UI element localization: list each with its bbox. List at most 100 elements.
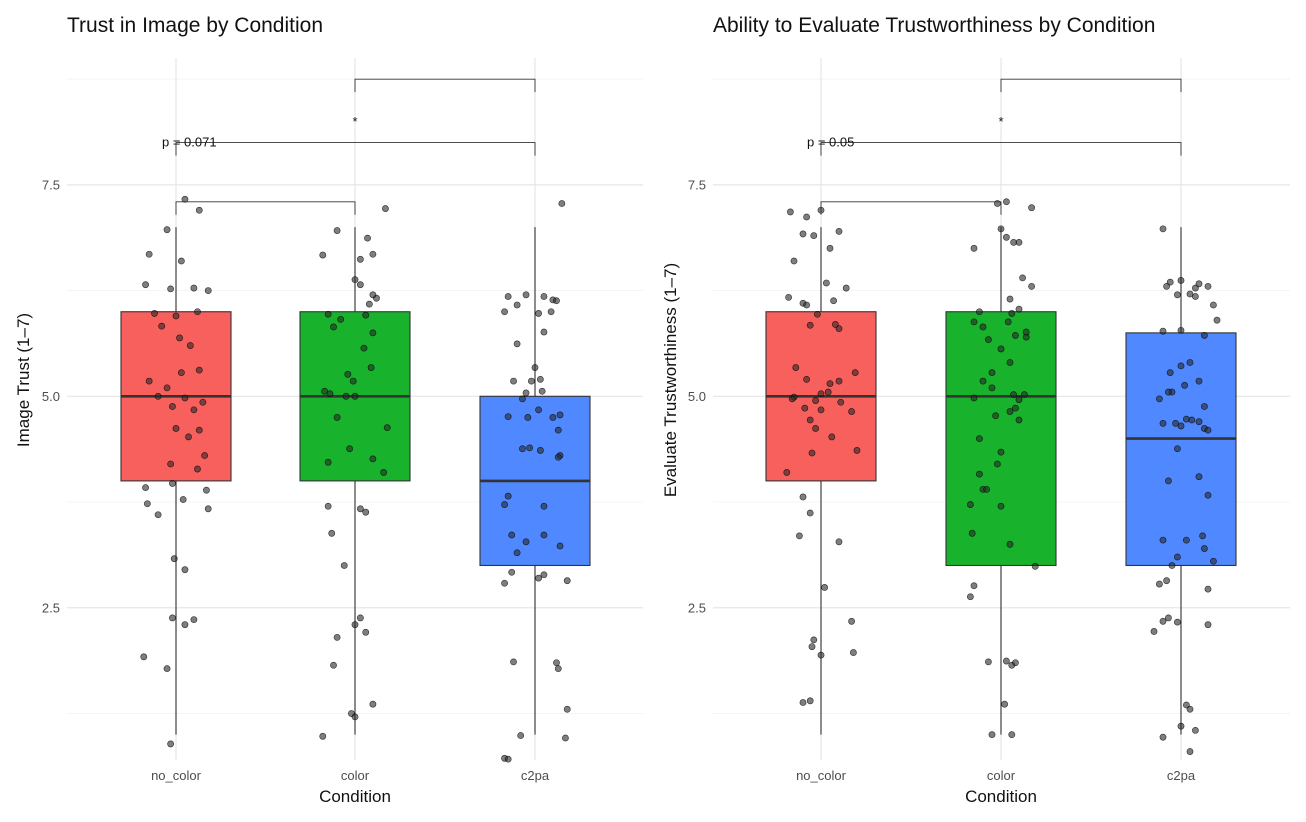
data-point	[199, 398, 207, 406]
y-tick-label: 7.5	[42, 177, 60, 192]
data-point	[801, 404, 809, 412]
data-point	[1031, 562, 1039, 570]
x-tick-label: no_color	[796, 768, 847, 783]
data-point	[526, 444, 534, 452]
data-point	[1015, 416, 1023, 424]
data-point	[806, 697, 814, 705]
significance-bracket	[820, 142, 1182, 156]
significance-bracket	[820, 201, 1002, 215]
data-point	[142, 484, 149, 492]
data-point	[508, 568, 516, 576]
data-point	[562, 734, 569, 742]
data-point	[549, 414, 557, 421]
x-axis-title: Condition	[319, 787, 391, 806]
data-point	[1204, 282, 1212, 290]
data-point	[563, 705, 571, 713]
data-point	[1192, 293, 1199, 300]
data-point	[1204, 426, 1212, 434]
data-point	[979, 323, 987, 331]
data-point	[1006, 540, 1014, 548]
data-point	[993, 200, 1001, 207]
data-point	[558, 200, 566, 207]
chart-title: Trust in Image by Condition	[67, 14, 323, 37]
data-point	[1155, 395, 1163, 403]
data-point	[538, 387, 546, 395]
data-point	[356, 255, 364, 263]
significance-bracket	[175, 142, 536, 156]
data-point	[181, 394, 189, 402]
data-point	[803, 375, 810, 383]
data-point	[1008, 310, 1016, 317]
data-point	[984, 658, 992, 666]
data-point	[783, 469, 791, 476]
data-point	[501, 308, 508, 316]
data-point	[828, 433, 836, 441]
data-point	[1015, 396, 1023, 404]
data-point	[812, 397, 819, 404]
y-tick-label: 5.0	[42, 389, 60, 404]
data-point	[1006, 295, 1014, 303]
data-point	[342, 392, 350, 400]
data-point	[1008, 731, 1016, 739]
data-point	[524, 414, 532, 421]
data-point	[177, 257, 185, 265]
data-point	[851, 369, 859, 377]
data-point	[1168, 562, 1176, 569]
data-point	[1159, 536, 1167, 544]
data-point	[1159, 225, 1167, 233]
data-point	[504, 413, 512, 421]
data-point	[835, 325, 843, 333]
data-point	[351, 621, 359, 629]
data-point	[812, 425, 819, 432]
data-point	[324, 458, 332, 466]
data-point	[817, 651, 825, 659]
y-tick-label: 2.5	[688, 600, 706, 615]
data-point	[810, 636, 818, 644]
data-point	[519, 445, 526, 453]
significance-bracket	[1000, 78, 1182, 93]
chart-evaluate-trustworthiness: Ability to Evaluate Trustworthiness by C…	[661, 14, 1290, 806]
data-point	[979, 377, 987, 385]
data-point	[1010, 391, 1017, 399]
data-point	[170, 555, 178, 563]
data-point	[333, 227, 341, 234]
data-point	[365, 300, 373, 308]
data-point	[145, 377, 153, 385]
data-point	[330, 661, 337, 669]
data-point	[344, 370, 352, 378]
data-point	[360, 344, 368, 352]
data-point	[535, 310, 542, 317]
data-point	[786, 208, 794, 216]
data-point	[535, 574, 542, 582]
data-point	[181, 566, 189, 574]
data-point	[513, 340, 521, 348]
data-point	[1020, 391, 1028, 399]
data-point	[1159, 617, 1167, 625]
data-point	[1165, 477, 1172, 485]
chart-title: Ability to Evaluate Trustworthiness by C…	[713, 14, 1155, 37]
y-tick-label: 2.5	[42, 600, 60, 615]
x-axis-title: Condition	[965, 787, 1037, 806]
data-point	[1177, 422, 1185, 430]
data-point	[504, 492, 512, 500]
data-point	[1174, 445, 1181, 453]
data-point	[810, 232, 818, 240]
data-point	[346, 445, 354, 453]
data-point	[997, 448, 1005, 456]
data-point	[1186, 748, 1194, 755]
data-point	[817, 406, 825, 414]
data-point	[1186, 705, 1194, 713]
data-point	[970, 394, 978, 402]
significance-bracket	[175, 201, 356, 215]
data-point	[333, 633, 341, 641]
data-point	[337, 315, 345, 323]
data-point	[1172, 419, 1179, 427]
data-point	[364, 234, 371, 242]
x-tick-label: color	[341, 768, 370, 783]
data-point	[563, 577, 571, 585]
data-point	[984, 336, 992, 344]
data-point	[1201, 403, 1208, 410]
data-point	[799, 493, 807, 501]
data-point	[540, 293, 548, 300]
